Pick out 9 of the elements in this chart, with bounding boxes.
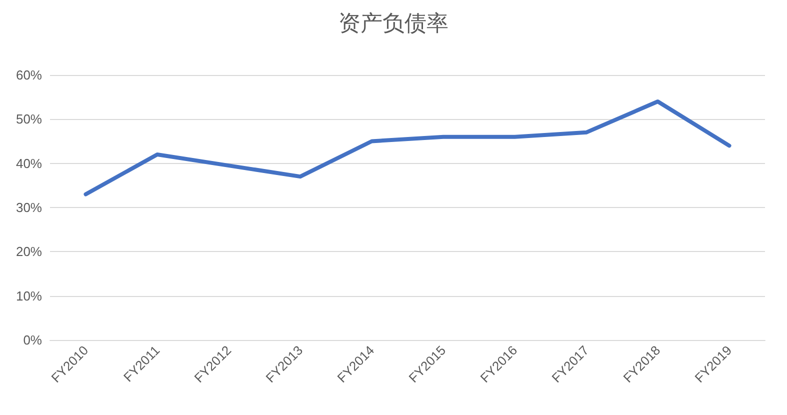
line-series — [84, 100, 732, 196]
y-tick-label: 10% — [16, 288, 42, 304]
y-tick-label: 0% — [23, 332, 42, 348]
y-tick-label: 30% — [16, 200, 42, 215]
y-tick-label: 40% — [16, 156, 42, 171]
y-tick-label: 50% — [16, 112, 42, 127]
y-tick-label: 20% — [16, 244, 42, 260]
y-tick-label: 60% — [16, 68, 42, 82]
chart-title: 资产负债率 — [338, 12, 448, 36]
